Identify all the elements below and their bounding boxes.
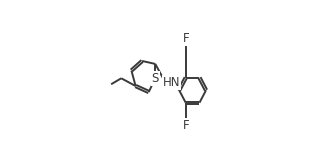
Text: F: F — [182, 119, 189, 132]
Text: HN: HN — [163, 76, 180, 89]
Text: F: F — [182, 32, 189, 45]
Text: S: S — [152, 72, 159, 85]
